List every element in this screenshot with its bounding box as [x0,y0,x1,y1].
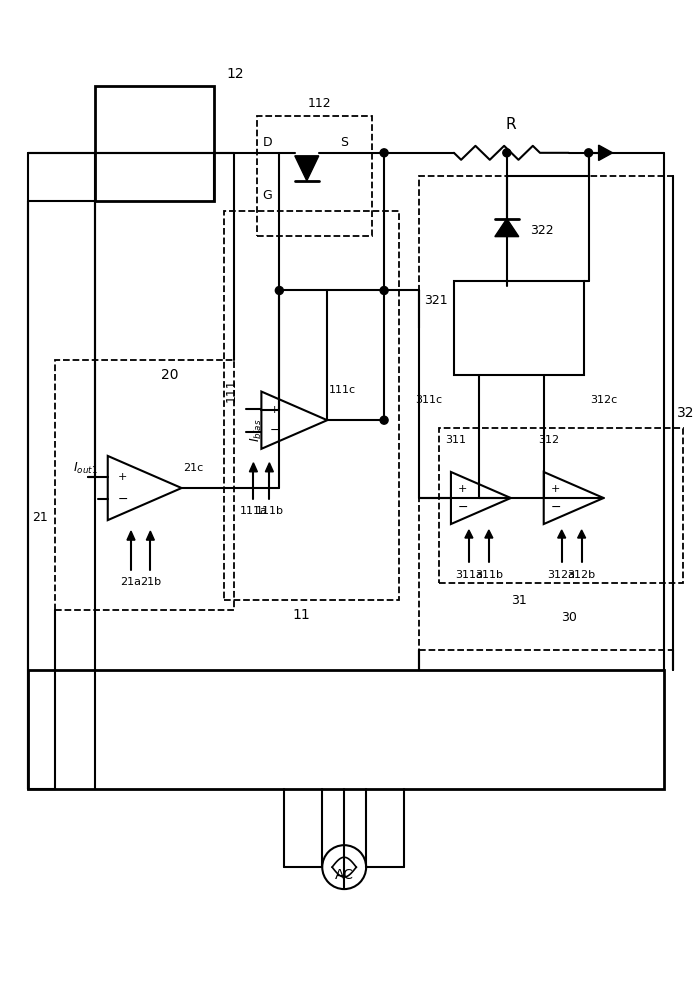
Text: 311b: 311b [475,570,503,580]
Polygon shape [295,156,319,181]
Text: AC: AC [335,868,354,882]
Text: D: D [262,136,272,149]
Text: −: − [117,493,128,506]
Text: $I_{out1}$: $I_{out1}$ [74,461,98,476]
Text: R: R [506,117,516,132]
Polygon shape [485,530,493,538]
Text: +: + [270,405,279,415]
Text: 321: 321 [424,294,448,307]
Polygon shape [146,531,154,540]
Circle shape [503,149,511,157]
Text: 21b: 21b [139,577,161,587]
Text: 31: 31 [511,594,527,607]
Circle shape [380,149,388,157]
Text: 312a: 312a [548,570,576,580]
Polygon shape [249,463,257,472]
Text: 21a: 21a [121,577,142,587]
Text: $I_{bias}$: $I_{bias}$ [249,418,264,442]
Text: 311: 311 [446,435,466,445]
Text: 21c: 21c [183,463,203,473]
Text: 112: 112 [308,97,332,110]
Text: 312b: 312b [568,570,595,580]
Bar [454,281,584,375]
Bar [439,428,684,583]
Circle shape [380,416,388,424]
Polygon shape [558,530,566,538]
Bar [257,116,372,236]
Text: +: + [458,484,468,494]
Circle shape [380,287,388,294]
Circle shape [584,149,593,157]
Text: 12: 12 [226,67,244,81]
Bar [28,670,664,789]
Text: +: + [118,472,127,482]
Text: 30: 30 [561,611,577,624]
Text: 20: 20 [161,368,178,382]
Bar [419,176,673,650]
Text: 312: 312 [538,435,559,445]
Polygon shape [577,530,586,538]
Text: 21: 21 [32,511,48,524]
Circle shape [276,287,283,294]
Polygon shape [465,530,473,538]
Text: 11: 11 [293,608,311,622]
Bar [224,211,399,600]
Bar [95,86,214,201]
Polygon shape [599,145,613,160]
Text: 111: 111 [225,378,238,402]
Bar [55,360,235,610]
Text: −: − [550,501,561,514]
Polygon shape [495,219,519,237]
Text: 312c: 312c [590,395,617,405]
Text: 111a: 111a [239,506,267,516]
Text: S: S [340,136,348,149]
Text: 311c: 311c [416,395,443,405]
Text: 311a: 311a [455,570,483,580]
Polygon shape [127,531,135,540]
Text: G: G [262,189,272,202]
Text: +: + [551,484,560,494]
Text: 32: 32 [677,406,694,420]
Text: 111b: 111b [255,506,283,516]
Text: −: − [457,501,468,514]
Text: 111c: 111c [329,385,356,395]
Polygon shape [265,463,273,472]
Text: −: − [269,424,280,437]
Text: 322: 322 [530,224,554,237]
